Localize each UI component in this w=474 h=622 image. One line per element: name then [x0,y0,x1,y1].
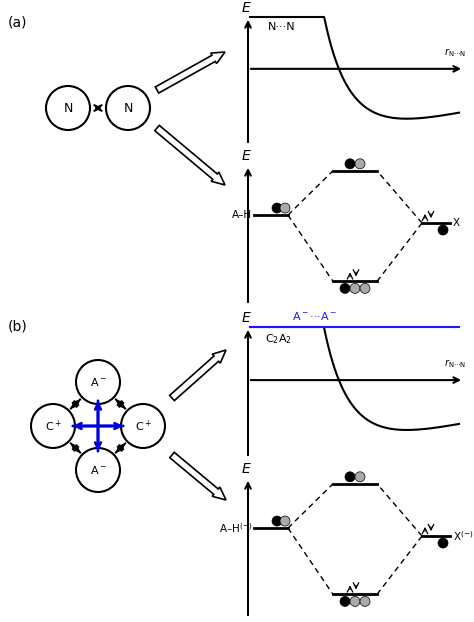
Circle shape [31,404,75,448]
Circle shape [340,284,350,294]
Text: $r_\mathrm{N{\cdots}N}$: $r_\mathrm{N{\cdots}N}$ [444,46,466,59]
Circle shape [272,516,282,526]
Circle shape [350,596,360,606]
Text: A$^-$···A$^-$: A$^-$···A$^-$ [292,310,337,322]
Text: $r_\mathrm{N{\cdots}N}$: $r_\mathrm{N{\cdots}N}$ [444,357,466,370]
Text: X: X [453,218,460,228]
Text: (b): (b) [8,320,28,334]
Text: A–H: A–H [232,210,252,220]
Circle shape [438,538,448,548]
Circle shape [76,360,120,404]
Text: A$^-$: A$^-$ [90,464,107,476]
Text: $E$: $E$ [241,149,251,163]
Text: X$^{(-)}$: X$^{(-)}$ [453,529,474,543]
Polygon shape [155,52,225,93]
Circle shape [345,159,355,169]
Circle shape [355,472,365,482]
Circle shape [121,404,165,448]
Text: $E$: $E$ [241,311,251,325]
Text: C$^+$: C$^+$ [135,419,152,434]
Circle shape [272,203,282,213]
Circle shape [355,159,365,169]
Text: A$^-$: A$^-$ [90,376,107,388]
Text: C$_2$A$_2$: C$_2$A$_2$ [265,332,292,346]
Text: (a): (a) [8,15,27,29]
Text: C$^+$: C$^+$ [45,419,62,434]
Circle shape [360,284,370,294]
Circle shape [280,203,290,213]
Circle shape [106,86,150,130]
Polygon shape [170,452,226,500]
Circle shape [345,472,355,482]
Circle shape [76,448,120,492]
Circle shape [46,86,90,130]
Polygon shape [155,125,225,185]
Text: N: N [64,101,73,114]
Text: N: N [123,101,133,114]
Circle shape [340,596,350,606]
Circle shape [360,596,370,606]
Circle shape [280,516,290,526]
Text: $E$: $E$ [241,1,251,15]
Text: N···N: N···N [268,22,296,32]
Text: $E$: $E$ [241,462,251,476]
Circle shape [438,225,448,235]
Text: A–H$^{(-)}$: A–H$^{(-)}$ [219,521,252,535]
Polygon shape [170,350,226,401]
Circle shape [350,284,360,294]
